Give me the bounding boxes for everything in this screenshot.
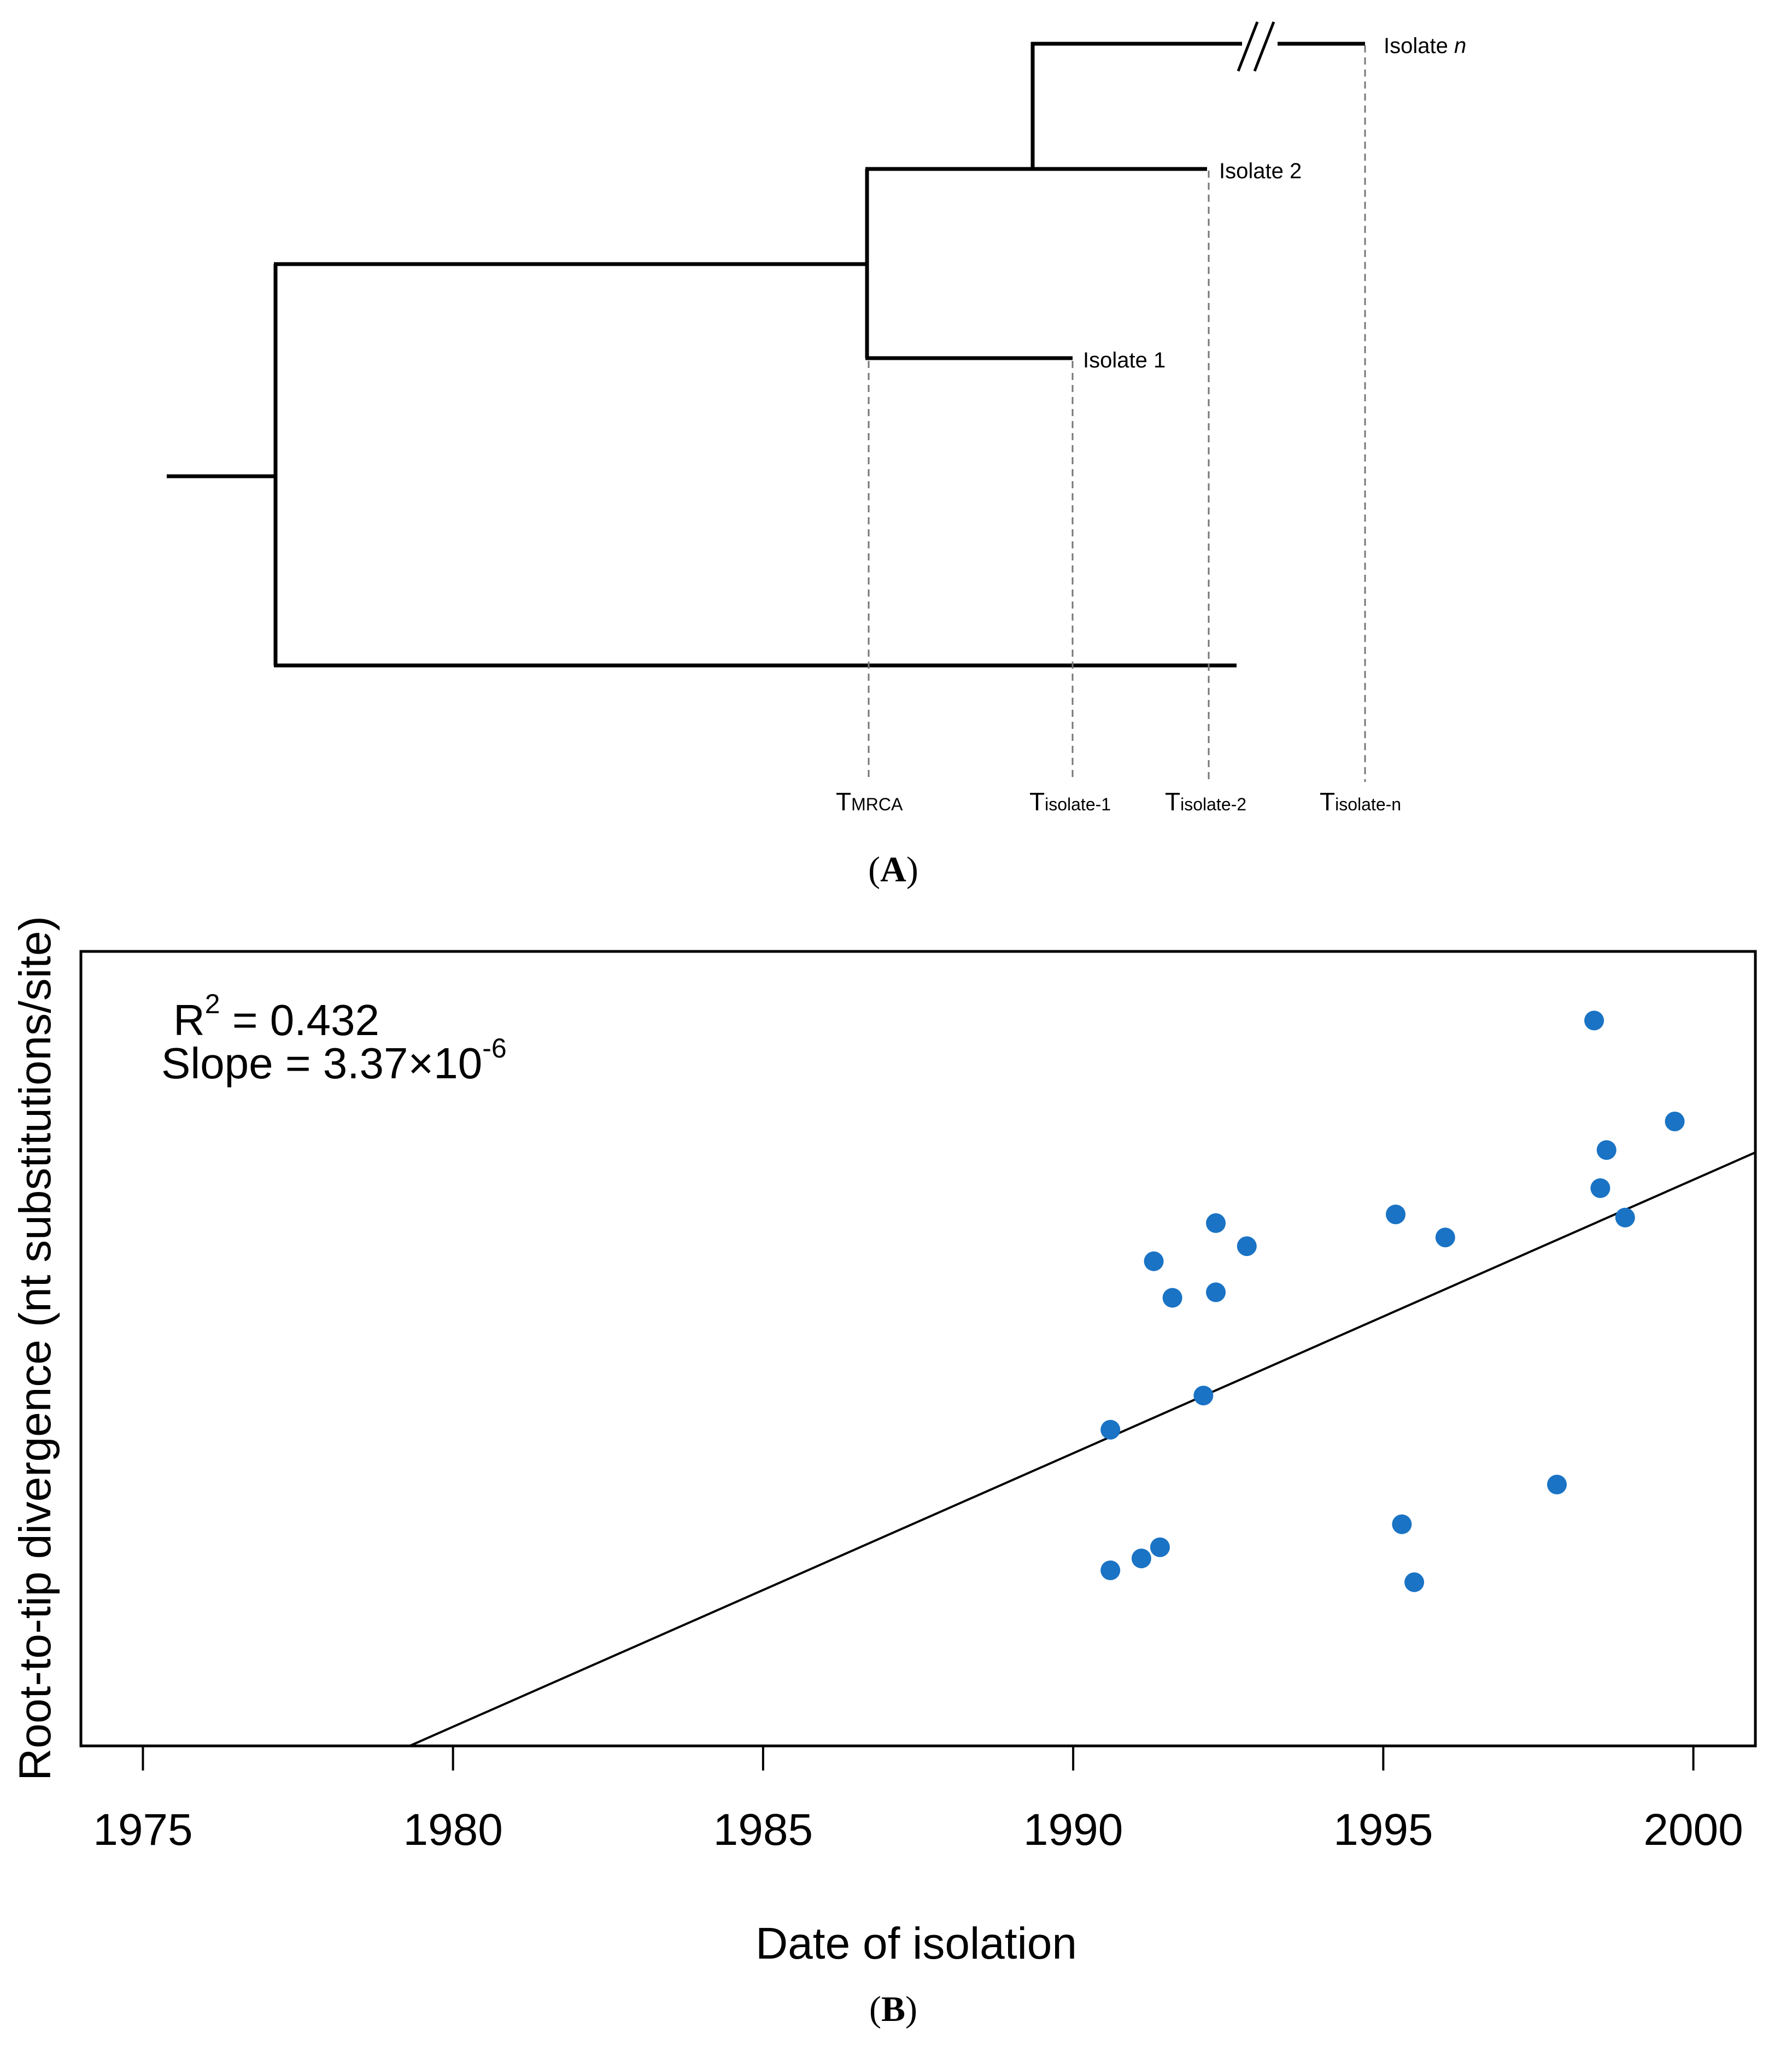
data-point [1404, 1572, 1425, 1592]
tip-labels: Isolate n Isolate 2 Isolate 1 [1083, 34, 1466, 372]
time-guide-lines [868, 45, 1366, 782]
plot-frame [79, 950, 1757, 1748]
tip-label-isolate-1: Isolate 1 [1083, 348, 1166, 372]
data-point [1193, 1386, 1214, 1406]
data-point [1237, 1236, 1257, 1257]
x-axis-ticks: 1975 1980 1985 1990 1995 2000 [93, 1746, 1743, 1855]
data-point [1206, 1213, 1226, 1233]
panel-b-label: (B) [869, 1989, 917, 2029]
panel-b-chart: 1975 1980 1985 1990 1995 2000 R2 = 0.432 Slop… [10, 916, 1757, 2029]
data-point [1392, 1514, 1412, 1534]
data-point [1100, 1419, 1121, 1440]
data-point [1584, 1010, 1604, 1031]
x-tick-label: 1975 [93, 1805, 192, 1855]
data-point [1100, 1560, 1121, 1580]
data-point [1131, 1549, 1151, 1569]
y-axis-label: Root-to-tip divergence (nt substitutions… [10, 916, 60, 1781]
data-points [1100, 1010, 1685, 1592]
x-tick-label: 1985 [713, 1805, 813, 1855]
data-point [1162, 1288, 1182, 1308]
break-slash-1 [1237, 21, 1259, 72]
tip-label-isolate-n: Isolate n [1384, 34, 1466, 58]
x-axis-label: Date of isolation [756, 1919, 1077, 1968]
time-label-isolate-2: Tisolate-2 [1165, 787, 1246, 816]
time-label-tmrca: TMRCA [836, 787, 903, 816]
data-point [1435, 1228, 1455, 1248]
data-point [1150, 1537, 1170, 1557]
data-point [1144, 1251, 1164, 1271]
r-squared-annotation: R2 = 0.432 [173, 989, 379, 1044]
tip-label-isolate-2: Isolate 2 [1219, 159, 1302, 183]
x-tick-label: 1995 [1333, 1805, 1433, 1855]
x-tick-label: 2000 [1643, 1805, 1743, 1855]
time-label-isolate-n: Tisolate-n [1320, 787, 1401, 816]
x-tick-label: 1990 [1023, 1805, 1123, 1855]
panel-a-label: (A) [868, 850, 918, 890]
data-point [1590, 1178, 1611, 1198]
branch-break-mark [1237, 21, 1275, 72]
panel-a-tree: Isolate n Isolate 2 Isolate 1 TMRCA Tiso… [167, 21, 1466, 890]
data-point [1615, 1207, 1635, 1228]
data-point [1596, 1140, 1617, 1160]
time-marker-labels: TMRCA Tisolate-1 Tisolate-2 Tisolate-n [836, 787, 1401, 816]
tree-branches [167, 42, 1365, 668]
slope-annotation: Slope = 3.37×10-6 [161, 1033, 507, 1088]
data-point [1665, 1111, 1685, 1131]
x-tick-label: 1980 [403, 1805, 502, 1855]
regression-line [409, 1151, 1756, 1747]
data-point [1547, 1474, 1567, 1494]
data-point [1386, 1204, 1406, 1224]
data-point [1206, 1282, 1226, 1302]
regression-layer [409, 1151, 1756, 1747]
time-label-isolate-1: Tisolate-1 [1029, 787, 1111, 816]
break-slash-2 [1253, 21, 1275, 72]
